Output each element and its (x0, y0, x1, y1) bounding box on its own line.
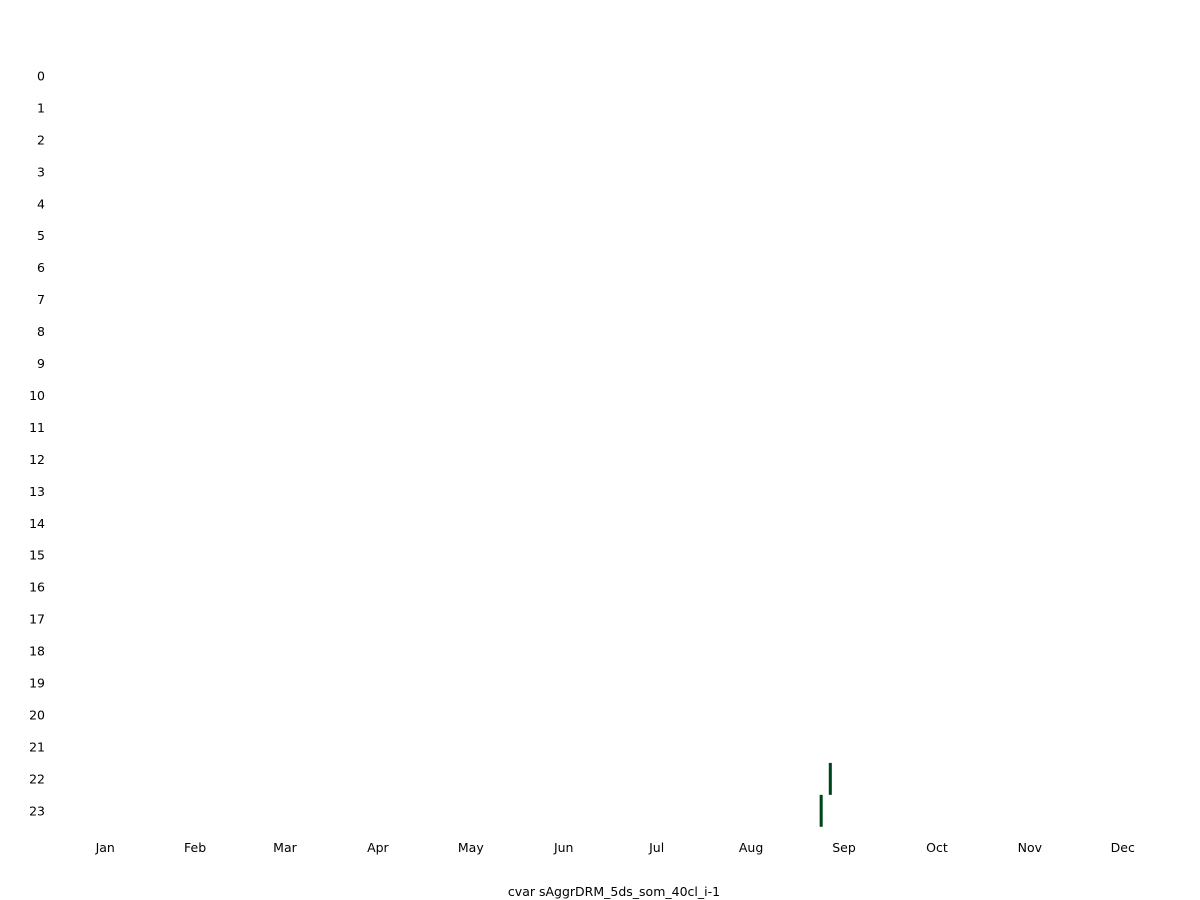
y-tick-label: 16 (29, 580, 45, 595)
heatmap-cell (828, 762, 832, 795)
y-tick-label: 15 (29, 548, 45, 563)
y-tick-label: 11 (29, 420, 45, 435)
y-tick-label: 23 (29, 803, 45, 818)
x-tick-label: Apr (367, 840, 389, 855)
y-tick-label: 22 (29, 771, 45, 786)
x-tick-label: Mar (273, 840, 297, 855)
x-tick-label: Sep (832, 840, 856, 855)
x-tick-label: Jan (95, 840, 115, 855)
y-tick-label: 1 (37, 100, 45, 115)
y-tick-label: 7 (37, 292, 45, 307)
y-tick-label: 8 (37, 324, 45, 339)
y-tick-label: 13 (29, 484, 45, 499)
heatmap-cells (819, 762, 832, 827)
y-tick-label: 6 (37, 260, 45, 275)
y-tick-label: 4 (37, 196, 45, 211)
heatmap-cell (819, 794, 823, 827)
x-tick-label: Dec (1111, 840, 1135, 855)
x-tick-label: Nov (1018, 840, 1043, 855)
x-tick-label: Aug (739, 840, 763, 855)
x-tick-label: May (458, 840, 484, 855)
y-tick-label: 2 (37, 132, 45, 147)
x-axis-label: cvar sAggrDRM_5ds_som_40cl_i-1 (508, 884, 720, 899)
y-tick-label: 19 (29, 676, 45, 691)
y-tick-label: 3 (37, 164, 45, 179)
y-tick-label: 14 (29, 516, 45, 531)
y-tick-label: 12 (29, 452, 45, 467)
y-tick-label: 18 (29, 644, 45, 659)
y-tick-label: 5 (37, 228, 45, 243)
x-tick-label: Jul (648, 840, 664, 855)
x-tick-label: Jun (553, 840, 574, 855)
y-tick-label: 0 (37, 68, 45, 83)
x-axis-ticks: Jan Feb Mar Apr May Jun Jul Aug Sep Oct Nov Dec (95, 840, 1135, 855)
x-tick-label: Oct (926, 840, 948, 855)
x-tick-label: Feb (184, 840, 206, 855)
y-tick-label: 17 (29, 612, 45, 627)
y-tick-label: 10 (29, 388, 45, 403)
y-tick-label: 9 (37, 356, 45, 371)
y-tick-label: 21 (29, 739, 45, 754)
y-tick-label: 20 (29, 707, 45, 722)
